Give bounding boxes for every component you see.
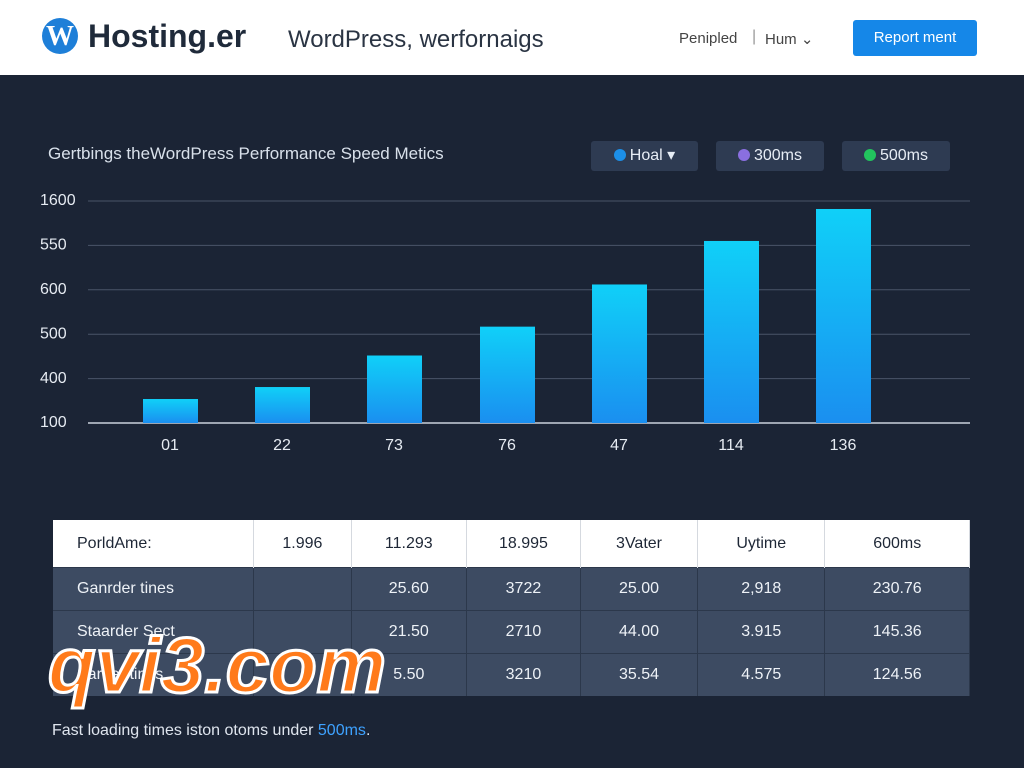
table-cell: Ganrder tines — [53, 567, 255, 611]
y-tick-label: 400 — [40, 370, 67, 387]
bar — [592, 284, 647, 423]
logo: W — [42, 18, 78, 54]
table-cell — [253, 567, 352, 611]
table-row: Ganrder tines 25.60 3722 25.00 2,918 230.76 — [53, 567, 970, 611]
table-cell: 11.293 — [351, 520, 467, 568]
filter-label: 500ms — [879, 147, 929, 164]
table-cell — [253, 653, 352, 696]
table-cell: 4.575 — [697, 653, 826, 696]
separator: | — [752, 28, 757, 45]
table-cell: 124.56 — [824, 653, 970, 696]
filter[interactable]: 300ms — [716, 141, 824, 171]
nav-link[interactable]: Hum ⌄ — [765, 31, 814, 48]
table-cell: 230.76 — [824, 567, 970, 611]
table-row: PorldAme: 1.996 11.293 18.995 3Vater Uytime 60… — [53, 520, 970, 568]
y-tick-label: 1600 — [40, 192, 76, 209]
x-tick-label: 01 — [161, 437, 179, 454]
footer-text: Fast loading times iston otoms under — [52, 722, 318, 739]
table-cell: 3210 — [466, 653, 582, 696]
bar — [480, 326, 535, 423]
report-button[interactable]: Report ment — [853, 20, 977, 56]
table-cell: PorldAme: — [53, 520, 255, 568]
metrics-table: PorldAme: 1.996 11.293 18.995 3Vater Uytime 60… — [53, 520, 970, 696]
table-cell: Sarder tines — [53, 653, 255, 696]
table-row: Staarder Sect 21.50 2710 44.00 3.915 145.36 — [53, 610, 970, 654]
nav-link[interactable]: Penipled — [679, 30, 738, 47]
header: W Hosting.er WordPress, werfornaigs Peni… — [0, 0, 1024, 75]
footer-note: Fast loading times iston otoms under 500… — [52, 722, 370, 740]
table-cell: 600ms — [824, 520, 970, 568]
table-cell: 5.50 — [351, 653, 467, 696]
table-cell: Staarder Sect — [53, 610, 255, 654]
table-cell: 2710 — [466, 610, 582, 654]
table-cell: 1.996 — [253, 520, 352, 568]
filter[interactable]: Hoal ▾ — [591, 141, 698, 171]
table-cell: 44.00 — [580, 610, 698, 654]
table-cell: 25.60 — [351, 567, 467, 611]
table-cell — [253, 610, 352, 654]
table-cell: Uytime — [697, 520, 826, 568]
filter-label: 300ms — [753, 147, 803, 164]
subtitle: WordPress, werfornaigs — [288, 26, 544, 53]
table-cell: 35.54 — [580, 653, 698, 696]
footer-end: . — [365, 722, 371, 739]
y-tick-label: 100 — [40, 414, 67, 431]
bar — [143, 399, 198, 423]
y-tick-label: 550 — [40, 237, 67, 254]
table-cell: 21.50 — [351, 610, 467, 654]
table-cell: 18.995 — [466, 520, 582, 568]
brand: Hosting.er — [88, 18, 247, 54]
table-cell: 3Vater — [580, 520, 698, 568]
bar — [704, 240, 759, 423]
x-tick-label: 22 — [273, 437, 291, 454]
footer-highlight: 500ms — [317, 722, 366, 739]
bar — [816, 208, 871, 423]
filter[interactable]: 500ms — [842, 141, 950, 171]
bar — [255, 387, 310, 423]
table-cell: 145.36 — [824, 610, 970, 654]
x-tick-label: 114 — [718, 437, 744, 454]
x-tick-label: 47 — [610, 437, 628, 454]
table-row: Sarder tines 5.50 3210 35.54 4.575 124.56 — [53, 653, 970, 696]
table-cell: 3.915 — [697, 610, 826, 654]
x-tick-label: 136 — [830, 437, 857, 454]
chart-title: Gertbings theWordPress Performance Speed… — [48, 144, 444, 163]
y-tick-label: 600 — [40, 281, 67, 298]
x-tick-label: 73 — [385, 437, 403, 454]
y-tick-label: 500 — [40, 325, 67, 342]
bar — [367, 355, 422, 423]
filter-label: Hoal ▾ — [629, 147, 676, 164]
watermark: qvi3.com — [46, 620, 387, 711]
x-tick-label: 76 — [498, 437, 516, 454]
table-cell: 3722 — [466, 567, 582, 611]
table-cell: 25.00 — [580, 567, 698, 611]
table-cell: 2,918 — [697, 567, 826, 611]
